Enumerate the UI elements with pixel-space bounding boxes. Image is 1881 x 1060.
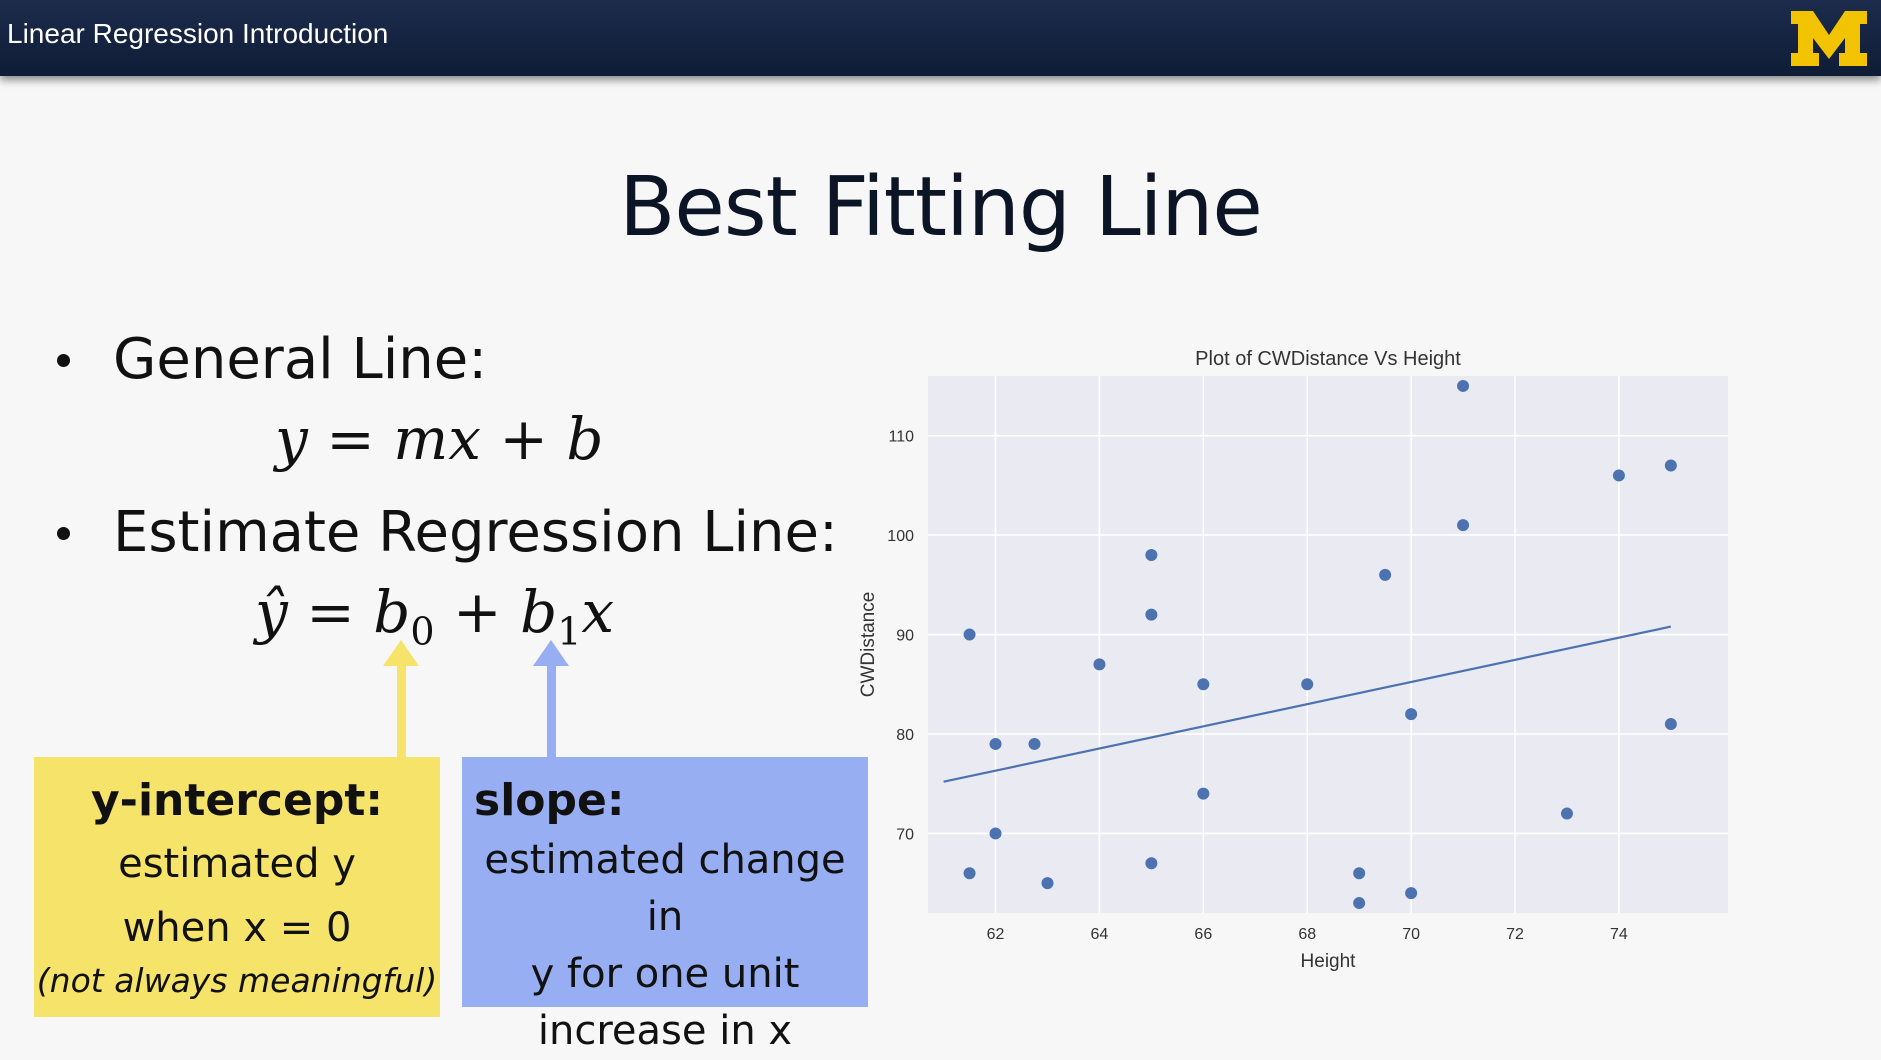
x-tick-label: 72 [1506, 926, 1524, 943]
data-point [1664, 459, 1677, 472]
x-tick-label: 62 [987, 926, 1005, 943]
data-point [989, 737, 1002, 750]
data-point [1664, 718, 1677, 731]
data-point [1353, 897, 1366, 910]
data-point [1612, 469, 1625, 482]
regression-fit-line [943, 625, 1672, 783]
data-point [1560, 807, 1573, 820]
block-m-icon [1791, 11, 1867, 66]
data-point [963, 628, 976, 641]
x-tick-label: 70 [1402, 926, 1420, 943]
header-bar: Linear Regression Introduction [0, 0, 1881, 76]
slope-arrow [533, 640, 569, 760]
y-tick-label: 110 [888, 429, 914, 446]
data-point [1379, 568, 1392, 581]
data-point [1457, 519, 1470, 532]
data-point [1093, 658, 1106, 671]
data-point [1028, 737, 1041, 750]
slide-title: Best Fitting Line [619, 160, 1263, 255]
slope-line1: estimated change in [484, 837, 846, 940]
x-tick-label: 66 [1194, 926, 1212, 943]
data-point [963, 867, 976, 880]
y-intercept-arrow [383, 640, 419, 760]
x-tick-label: 68 [1298, 926, 1316, 943]
x-tick-label: 74 [1610, 926, 1628, 943]
y-tick-label: 100 [887, 528, 914, 545]
header-title: Linear Regression Introduction [7, 18, 389, 49]
data-point [1405, 887, 1418, 900]
y-intercept-callout: y-intercept: estimated y when x = 0 (not… [34, 757, 440, 1017]
y-axis-label: CWDistance [858, 592, 879, 698]
x-tick-label: 64 [1091, 926, 1109, 943]
eq-plus: + [453, 578, 502, 646]
eq-b0: b0 [373, 578, 435, 654]
plot-area [928, 376, 1728, 913]
regression-line-equation: ŷ = b0 + b1x [255, 578, 614, 654]
bullet-dot [57, 527, 70, 540]
data-point [1197, 787, 1210, 800]
data-point [1197, 678, 1210, 691]
y-intercept-line1: estimated y [118, 841, 356, 887]
university-logo [1791, 11, 1867, 66]
eq-equals: = [306, 578, 355, 646]
data-point [989, 827, 1002, 840]
chart-title: Plot of CWDistance Vs Height [1195, 348, 1461, 370]
slope-callout: slope: estimated change in y for one uni… [462, 757, 868, 1054]
y-intercept-heading: y-intercept: [91, 775, 383, 826]
y-tick-label: 70 [896, 826, 914, 843]
data-point [1405, 708, 1418, 721]
eq-b1x: b1x [520, 578, 615, 654]
slope-line2: y for one unit [530, 951, 800, 997]
y-intercept-note: (not always meaningful) [36, 961, 438, 1000]
bullet-dot [57, 354, 70, 367]
y-intercept-line2: when x = 0 [122, 905, 352, 951]
data-point [1353, 867, 1366, 880]
data-point [1041, 877, 1054, 890]
data-point [1457, 379, 1470, 392]
data-point [1145, 857, 1158, 870]
bullet-general-line: General Line: [113, 327, 488, 392]
bullet-estimate-regression-line: Estimate Regression Line: [113, 500, 838, 565]
scatter-chart: 62 64 66 68 70 72 74 70 80 90 100 110 Plot of CWDist… [858, 348, 1728, 972]
data-point [1145, 549, 1158, 561]
y-tick-label: 80 [896, 727, 914, 744]
eq-yhat: ŷ [255, 578, 288, 646]
data-point [1145, 608, 1158, 621]
slope-heading: slope: [474, 775, 625, 826]
y-tick-label: 90 [896, 628, 914, 645]
x-axis-label: Height [1301, 951, 1357, 972]
general-line-equation: y = mx + b [275, 405, 604, 473]
data-point [1301, 678, 1314, 691]
